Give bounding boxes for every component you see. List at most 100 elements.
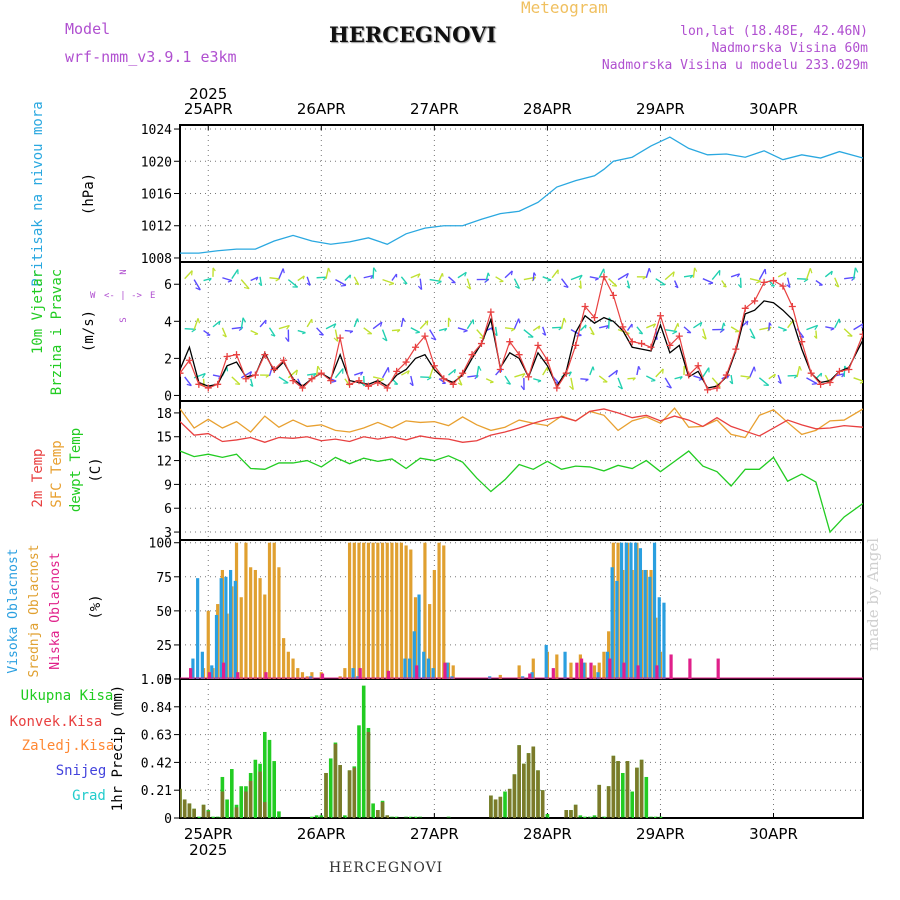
cloud-bar-high bbox=[629, 542, 633, 679]
wind-arrow bbox=[608, 278, 618, 287]
precip-total-bar bbox=[592, 815, 597, 818]
wind-speed-marker bbox=[760, 278, 768, 286]
precip-total-bar bbox=[361, 685, 366, 818]
cloud-bar-high bbox=[530, 672, 534, 679]
wind-arrow bbox=[306, 318, 313, 328]
wind-arrow bbox=[777, 326, 787, 331]
wind-speed-marker bbox=[859, 330, 863, 338]
precip-total-bar bbox=[644, 776, 649, 818]
wind-arrow bbox=[749, 366, 755, 378]
wind-arrow-head bbox=[569, 385, 574, 391]
wind-speed-marker bbox=[722, 371, 730, 379]
elevation: Nadmorska Visina 60m bbox=[711, 41, 868, 56]
precip-conv-bar bbox=[206, 811, 211, 818]
wind-arrow bbox=[353, 276, 360, 286]
cloud-bar-high bbox=[431, 668, 435, 679]
wind-arrow bbox=[824, 374, 831, 384]
wind-speed-marker bbox=[591, 314, 599, 322]
precip-total-bar bbox=[578, 815, 583, 818]
wind-speed-marker bbox=[572, 341, 580, 349]
wind-arrow bbox=[805, 268, 812, 280]
temperature-ytick-label: 6 bbox=[164, 502, 172, 517]
wind-arrow-head bbox=[487, 272, 491, 277]
wind-arrow bbox=[353, 318, 359, 328]
precip-conv-bar bbox=[244, 791, 248, 818]
wind-arrow bbox=[579, 280, 582, 289]
wind-arrow-head bbox=[782, 329, 787, 332]
wind-arrow bbox=[739, 277, 742, 288]
precip-total-bar bbox=[230, 769, 234, 818]
cloud-bar-high bbox=[233, 580, 237, 679]
wind-arrow bbox=[721, 322, 725, 331]
cloud-bar-mid bbox=[352, 542, 356, 679]
wind-arrow-head bbox=[360, 371, 364, 376]
wind-speed-marker bbox=[298, 384, 306, 392]
wind-arrow bbox=[570, 274, 583, 281]
wind-arrow-head bbox=[578, 274, 583, 280]
wind-arrow bbox=[448, 368, 456, 376]
wind-arrow-head bbox=[235, 383, 240, 386]
precip-conv-bar bbox=[507, 788, 512, 818]
wind-arrow bbox=[579, 324, 587, 332]
cloud-bar-low bbox=[655, 665, 659, 679]
pressure-ylabel: (hPa) bbox=[81, 173, 97, 215]
wind-speed-marker bbox=[704, 386, 712, 394]
date-label-top: 28APR bbox=[523, 100, 572, 118]
wind-arrow-head bbox=[242, 317, 246, 323]
wind-arrow-head bbox=[255, 276, 259, 281]
cloud-bar-mid bbox=[310, 672, 314, 679]
wind-arrow bbox=[193, 279, 201, 291]
wind-arrow-head bbox=[387, 367, 390, 373]
wind-arrow bbox=[240, 371, 252, 379]
precip-total-bar bbox=[583, 816, 587, 818]
precip-conv-bar bbox=[536, 770, 540, 818]
wind-speed-marker bbox=[515, 351, 523, 359]
precip-total-bar bbox=[653, 816, 658, 818]
wind-arrow bbox=[278, 376, 289, 384]
wind-arrow-head bbox=[394, 383, 398, 386]
wind-arrow bbox=[815, 330, 818, 339]
credit-watermark: made by Angel bbox=[864, 537, 882, 651]
clouds-ytick-label: 0 bbox=[164, 673, 172, 688]
temperature-ytick-label: 15 bbox=[156, 431, 172, 446]
cloud-bar-mid bbox=[592, 665, 597, 679]
pressure-line bbox=[180, 136, 863, 254]
wind-arrow-head bbox=[615, 370, 618, 375]
wind-arrow bbox=[203, 277, 212, 282]
wind-arrow-head bbox=[689, 274, 694, 279]
wind-arrow bbox=[334, 368, 344, 379]
precip-conv-bar bbox=[639, 759, 644, 818]
wind-arrow bbox=[429, 278, 442, 283]
wind-arrow bbox=[533, 378, 542, 382]
wind-arrow bbox=[278, 268, 284, 279]
wind-arrow-head bbox=[809, 268, 813, 274]
precip-total-bar bbox=[215, 816, 220, 818]
precip-conv-bar bbox=[625, 761, 630, 818]
compass-s: S bbox=[119, 317, 129, 322]
wind-arrow bbox=[749, 328, 756, 339]
wind-arrow bbox=[334, 329, 339, 342]
cloud-bar-mid bbox=[291, 658, 295, 679]
wind-speed-marker bbox=[638, 340, 646, 348]
precip-conv-bar bbox=[531, 746, 536, 818]
wind-arrow-head bbox=[813, 335, 818, 339]
cloud-bar-mid bbox=[498, 674, 502, 679]
wind-speed-marker bbox=[412, 343, 420, 351]
precip-conv-bar bbox=[597, 784, 602, 818]
wind-speed-marker bbox=[694, 362, 702, 370]
wind-arrow-head bbox=[830, 271, 833, 276]
precip-legend-0: Ukupna Kisa bbox=[21, 688, 114, 704]
wind-arrow-head bbox=[729, 380, 733, 385]
precip-total-bar bbox=[409, 816, 413, 818]
wind-arrow bbox=[372, 376, 384, 381]
cloud-bar-mid bbox=[376, 542, 380, 679]
wind-arrow-head bbox=[403, 282, 408, 285]
wind-arrow-head bbox=[585, 378, 589, 382]
wind-arrow bbox=[693, 321, 703, 329]
precip-conv-bar bbox=[234, 807, 239, 818]
wind-arrow bbox=[580, 378, 589, 381]
precip-legend-3: Snijeg bbox=[56, 763, 107, 779]
precip-conv-bar bbox=[380, 802, 385, 818]
wind-arrow bbox=[560, 317, 565, 329]
date-label-bottom: 30APR bbox=[749, 825, 798, 843]
